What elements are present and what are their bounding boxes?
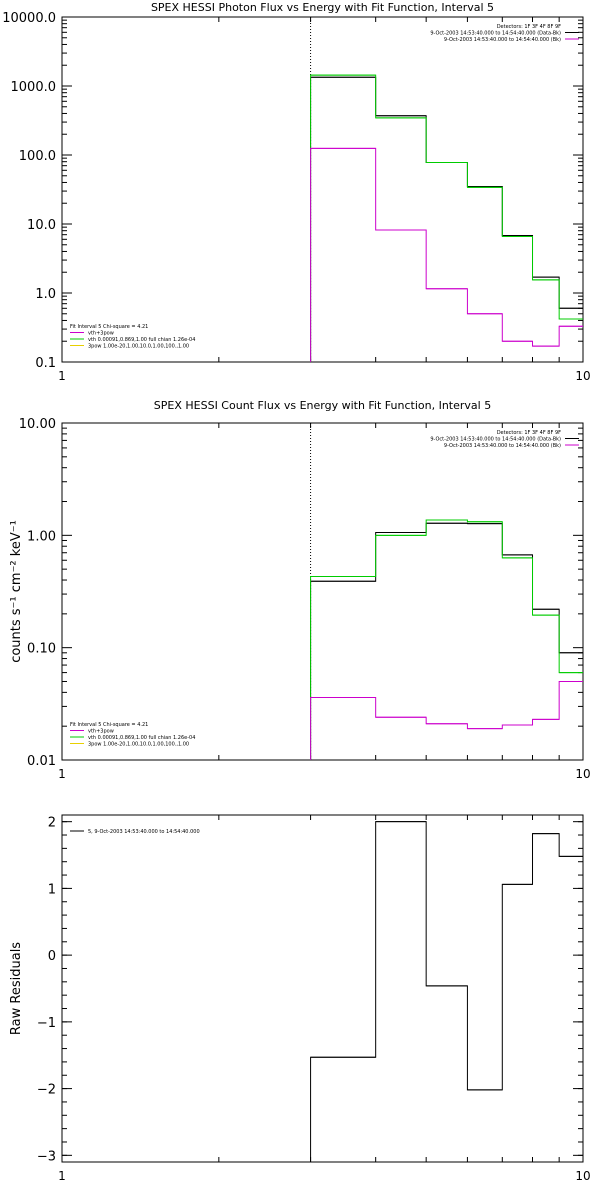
series-2 — [310, 74, 583, 362]
x-tick-label: 10 — [575, 369, 590, 383]
series-1 — [310, 76, 583, 362]
plot-area — [310, 519, 583, 760]
series-step-line — [310, 147, 583, 362]
series-step-line — [310, 76, 583, 362]
y-tick-label: −2 — [37, 1083, 56, 1098]
y-tick-label: 10000.0 — [2, 11, 56, 26]
plot-area — [310, 74, 583, 362]
plot-frame — [61, 814, 584, 1163]
x-tick-label: 1 — [58, 1169, 66, 1183]
legend-legend-bottom-left: Fit Interval 5 Chi-square = 4.21vth+3pow… — [70, 722, 195, 748]
y-tick-label: 1.00 — [27, 529, 56, 544]
y-axis-label: counts s⁻¹ cm⁻² keV⁻¹ — [9, 520, 24, 663]
legend-legend-top-left: 5, 9-Oct-2003 14:53:40.000 to 14:54:40.0… — [70, 829, 200, 835]
legend-legend-top-right: Detectors: 1F 3F 4F 8F 9F9-Oct-2003 14:5… — [430, 430, 579, 449]
series-step-line — [310, 522, 583, 760]
plot-frame — [61, 16, 584, 363]
y-tick-label: 0.1 — [35, 356, 56, 371]
series-3 — [310, 147, 583, 362]
series-3 — [310, 680, 583, 760]
legend-entry: vth+3pow — [88, 729, 114, 735]
series-step-line — [310, 519, 583, 760]
legend-entry: Detectors: 1F 3F 4F 8F 9F — [497, 430, 561, 436]
legend-entry: Fit Interval 5 Chi-square = 4.21 — [70, 324, 148, 330]
legend-entry: Fit Interval 5 Chi-square = 4.21 — [70, 722, 148, 728]
legend-legend-bottom-left: Fit Interval 5 Chi-square = 4.21vth+3pow… — [70, 324, 195, 350]
chart-title: SPEX HESSI Count Flux vs Energy with Fit… — [154, 399, 491, 412]
legend-entry: vth 0.00091,0.869,1.00 full chian 1.26e-… — [88, 735, 195, 741]
y-tick-label: 0 — [48, 949, 56, 964]
chart-panel-3: 1 10 −3 −2 −1 0 1 2 Raw Residuals 5, 9-Oct-2003 1… — [9, 814, 591, 1183]
legend-entry: 9-Oct-2003 14:53:40.000 to 14:54:40.000 … — [430, 437, 561, 443]
chart-panel-2: SPEX HESSI Count Flux vs Energy with Fit… — [9, 399, 591, 781]
series-1 — [310, 821, 583, 1162]
chart-panel-1: SPEX HESSI Photon Flux vs Energy with Fi… — [2, 1, 590, 383]
y-tick-label: 1.0 — [35, 287, 56, 302]
y-axis-label: Raw Residuals — [9, 942, 24, 1035]
y-tick-label: 10.00 — [19, 417, 56, 432]
y-tick-label: 1000.0 — [11, 80, 57, 95]
x-tick-label: 10 — [575, 767, 590, 781]
series-step-line — [310, 821, 583, 1162]
x-tick-label: 10 — [575, 1169, 590, 1183]
y-tick-label: 2 — [48, 816, 56, 831]
legend-entry: Detectors: 1F 3F 4F 8F 9F — [497, 24, 561, 30]
series-step-line — [310, 680, 583, 760]
y-tick-label: −3 — [37, 1149, 56, 1164]
chart-title: SPEX HESSI Photon Flux vs Energy with Fi… — [151, 1, 494, 14]
legend-entry: 3pow 1.00e-20,1.00,10.0,1.00,100.,1.00 — [88, 344, 189, 350]
legend-entry: vth+3pow — [88, 331, 114, 337]
series-1 — [310, 522, 583, 760]
y-tick-label: 0.01 — [27, 754, 56, 769]
plot-frame — [61, 422, 584, 761]
series-2 — [310, 519, 583, 760]
series-step-line — [310, 74, 583, 362]
legend-legend-top-right: Detectors: 1F 3F 4F 8F 9F9-Oct-2003 14:5… — [430, 24, 579, 43]
y-tick-label: 10.0 — [27, 218, 56, 233]
legend-entry: 9-Oct-2003 14:53:40.000 to 14:54:40.000 … — [444, 443, 561, 449]
y-tick-label: 0.10 — [27, 642, 56, 657]
x-tick-label: 1 — [58, 369, 66, 383]
y-tick-label: 1 — [48, 882, 56, 897]
y-tick-label: −1 — [37, 1016, 56, 1031]
legend-entry: 3pow 1.00e-20,1.00,10.0,1.00,100.,1.00 — [88, 742, 189, 748]
legend-entry: vth 0.00091,0.869,1.00 full chian 1.26e-… — [88, 337, 195, 343]
legend-entry: 9-Oct-2003 14:53:40.000 to 14:54:40.000 … — [444, 37, 561, 43]
legend-entry: 9-Oct-2003 14:53:40.000 to 14:54:40.000 … — [430, 31, 561, 37]
y-tick-label: 100.0 — [19, 149, 56, 164]
x-tick-label: 1 — [58, 767, 66, 781]
legend-entry: 5, 9-Oct-2003 14:53:40.000 to 14:54:40.0… — [88, 829, 200, 835]
plot-area — [310, 821, 583, 1162]
